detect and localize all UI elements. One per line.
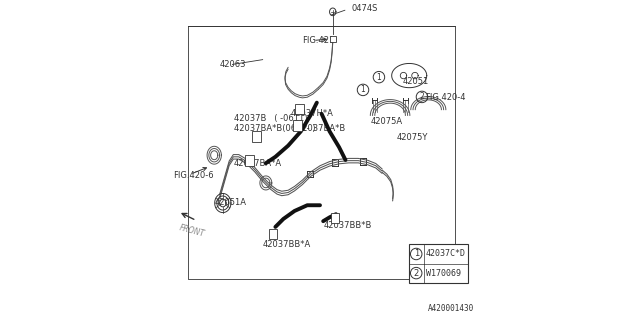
Text: 2: 2	[420, 92, 424, 101]
Text: FIG.420-4: FIG.420-4	[425, 93, 466, 102]
FancyBboxPatch shape	[269, 229, 276, 239]
Text: 42037BA*A: 42037BA*A	[234, 159, 282, 168]
FancyBboxPatch shape	[330, 36, 336, 42]
Text: 2: 2	[413, 268, 419, 278]
Text: 42037H*A: 42037H*A	[291, 109, 333, 118]
Text: FIG.421: FIG.421	[303, 36, 335, 45]
Text: 1: 1	[376, 73, 381, 82]
FancyBboxPatch shape	[252, 131, 261, 141]
Text: FRONT: FRONT	[178, 223, 205, 238]
Text: 42051A: 42051A	[214, 197, 246, 206]
Text: 42037B   ( -0611): 42037B ( -0611)	[234, 114, 307, 123]
Text: 42037BA*B: 42037BA*B	[298, 124, 346, 132]
Text: A420001430: A420001430	[428, 304, 474, 313]
Text: 42037C*D: 42037C*D	[426, 250, 466, 259]
Text: 0474S: 0474S	[351, 4, 378, 13]
FancyBboxPatch shape	[409, 244, 468, 283]
FancyBboxPatch shape	[332, 213, 339, 223]
FancyBboxPatch shape	[246, 155, 254, 166]
Text: 1: 1	[360, 85, 365, 94]
Text: W170069: W170069	[426, 268, 461, 278]
Text: 42037BB*A: 42037BB*A	[262, 240, 311, 249]
FancyBboxPatch shape	[295, 104, 304, 115]
Text: 42037BA*B(0611- ): 42037BA*B(0611- )	[234, 124, 316, 132]
Text: 1: 1	[413, 250, 419, 259]
Text: 42063: 42063	[220, 60, 246, 69]
FancyBboxPatch shape	[293, 120, 302, 131]
Text: 42075Y: 42075Y	[396, 133, 428, 142]
Text: 42051: 42051	[403, 77, 429, 86]
Text: 42037BB*B: 42037BB*B	[323, 221, 372, 230]
Text: FIG.420-6: FIG.420-6	[173, 172, 213, 180]
Text: 42075A: 42075A	[371, 117, 403, 126]
